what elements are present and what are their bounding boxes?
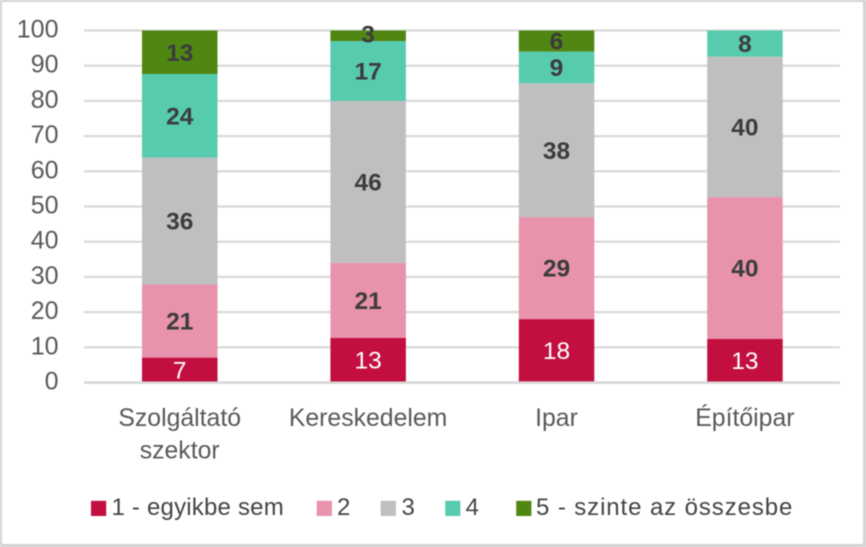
svg-text:5 - szinte az összesbe: 5 - szinte az összesbe (536, 494, 793, 521)
svg-text:60: 60 (31, 156, 59, 184)
svg-text:Ipar: Ipar (535, 405, 578, 432)
svg-text:46: 46 (354, 170, 381, 197)
svg-text:24: 24 (166, 103, 194, 130)
svg-text:Építőipar: Építőipar (695, 405, 794, 432)
svg-text:90: 90 (31, 51, 59, 79)
svg-text:18: 18 (543, 338, 570, 365)
svg-text:szektor: szektor (140, 438, 220, 465)
svg-text:40: 40 (731, 256, 758, 283)
svg-text:50: 50 (31, 192, 59, 220)
svg-text:70: 70 (31, 121, 59, 149)
svg-text:36: 36 (166, 209, 193, 236)
svg-text:10: 10 (31, 332, 59, 360)
svg-text:3: 3 (361, 22, 375, 49)
svg-text:21: 21 (354, 288, 381, 315)
svg-text:13: 13 (166, 40, 193, 67)
svg-text:13: 13 (731, 348, 758, 375)
svg-text:3: 3 (402, 494, 416, 521)
svg-text:29: 29 (543, 256, 570, 283)
svg-text:40: 40 (731, 115, 758, 142)
svg-text:40: 40 (31, 227, 59, 255)
svg-text:80: 80 (31, 86, 59, 114)
svg-text:2: 2 (337, 494, 351, 521)
svg-text:Kereskedelem: Kereskedelem (289, 405, 448, 432)
svg-text:20: 20 (31, 297, 59, 325)
svg-text:4: 4 (466, 494, 480, 521)
svg-text:0: 0 (45, 368, 59, 396)
svg-text:8: 8 (738, 31, 752, 58)
svg-text:7: 7 (173, 357, 187, 384)
svg-text:9: 9 (550, 55, 564, 82)
svg-text:30: 30 (31, 262, 59, 290)
svg-text:Szolgáltató: Szolgáltató (118, 405, 241, 432)
svg-text:21: 21 (166, 309, 193, 336)
svg-text:38: 38 (543, 138, 570, 165)
svg-text:17: 17 (354, 59, 381, 86)
svg-text:13: 13 (354, 347, 381, 374)
svg-text:1 - egyikbe sem: 1 - egyikbe sem (112, 494, 284, 521)
svg-text:6: 6 (550, 29, 564, 56)
svg-text:100: 100 (17, 16, 59, 44)
